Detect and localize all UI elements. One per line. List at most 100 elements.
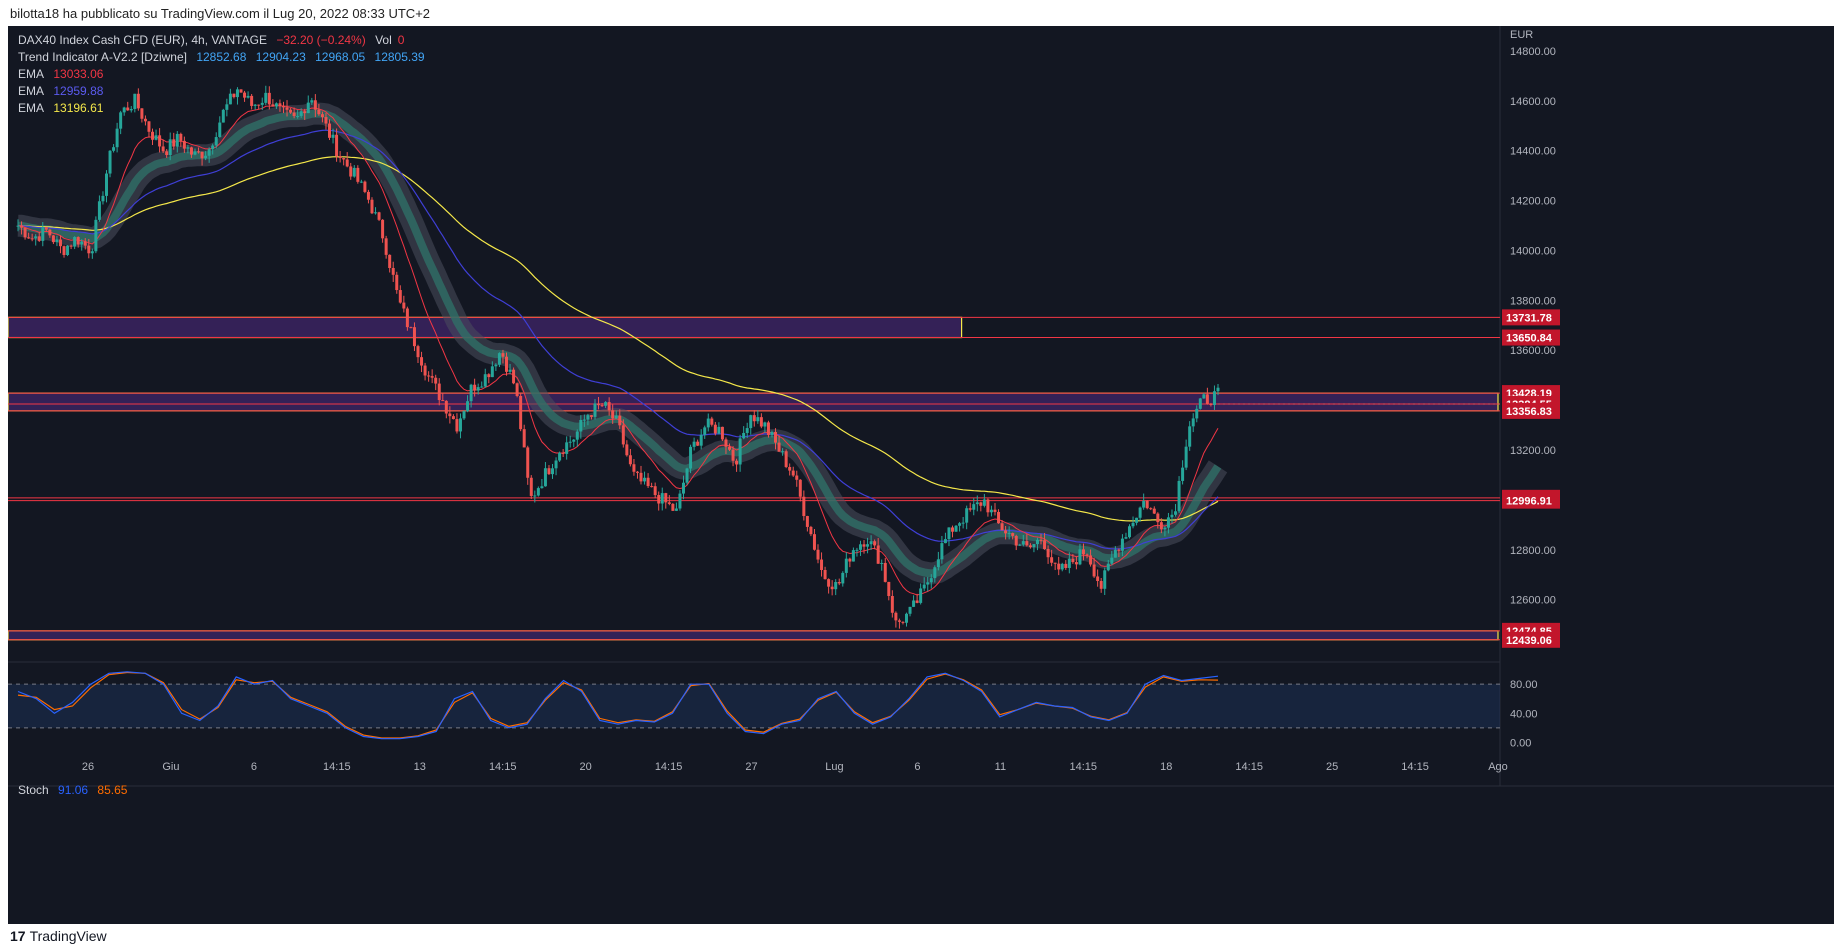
symbol-title[interactable]: DAX40 Index Cash CFD (EUR), 4h, VANTAGE (18, 33, 267, 47)
candle-body (58, 239, 62, 247)
candle-body (299, 111, 303, 116)
candle-body (901, 621, 905, 623)
trend-value-2: 12904.23 (255, 50, 306, 64)
currency-label: EUR (1510, 29, 1533, 41)
level-label: 12996.91 (1506, 496, 1552, 508)
candle-body (579, 419, 583, 432)
candle-body (731, 449, 735, 461)
price-chart[interactable]: 12600.0012800.0013000.0013200.0013400.00… (8, 26, 1834, 924)
candle-body (23, 227, 27, 238)
candle-body (912, 600, 916, 607)
candle-body (526, 447, 530, 478)
candle-body (554, 460, 558, 469)
stoch-label[interactable]: Stoch (18, 783, 49, 797)
candle-body (558, 452, 562, 461)
candle-body (904, 613, 908, 623)
x-tick-label: 25 (1326, 761, 1338, 773)
candle-body (214, 137, 218, 146)
candle-body (423, 365, 427, 376)
footer: 17 TradingView (0, 924, 1834, 949)
candle-body (476, 387, 480, 391)
candle-body (1138, 507, 1142, 518)
candle-body (1145, 500, 1149, 509)
candle-body (119, 112, 123, 129)
ema-label[interactable]: EMA (18, 84, 45, 98)
candle-body (342, 158, 346, 160)
legend-ema-row-3: EMA 13196.61 (18, 100, 431, 117)
candle-body (1184, 446, 1188, 468)
candle-body (643, 477, 647, 482)
candle-body (735, 460, 739, 465)
candle-body (112, 147, 116, 151)
legend-trend-row: Trend Indicator A-V2.2 [Dziwne] 12852.68… (18, 49, 431, 66)
candle-body (1163, 527, 1167, 530)
candle-body (565, 442, 569, 454)
candle-body (812, 534, 816, 550)
y-tick-label: 12600.00 (1510, 595, 1556, 607)
candle-body (66, 245, 70, 256)
candle-body (1135, 517, 1139, 523)
candle-body (374, 212, 378, 214)
candle-body (759, 417, 763, 427)
candle-body (328, 123, 332, 138)
candle-body (1212, 391, 1216, 405)
candle-body (1174, 511, 1178, 515)
candle-body (1128, 526, 1132, 538)
candle-body (221, 109, 225, 123)
legend-ema-row-2: EMA 12959.88 (18, 83, 431, 100)
ema-label[interactable]: EMA (18, 101, 45, 115)
candle-body (281, 106, 285, 108)
candle-body (44, 227, 48, 230)
candle-body (165, 151, 169, 156)
candle-body (158, 135, 162, 147)
candle-body (381, 219, 385, 239)
ema-label[interactable]: EMA (18, 67, 45, 81)
stoch-tick-label: 0.00 (1510, 737, 1531, 749)
trend-indicator-label[interactable]: Trend Indicator A-V2.2 [Dziwne] (18, 50, 187, 64)
candle-body (777, 442, 781, 452)
candle-body (356, 167, 360, 182)
candle-body (1050, 557, 1054, 563)
candle-body (897, 620, 901, 622)
candle-body (466, 401, 470, 412)
candle-body (699, 434, 703, 446)
candle-body (1103, 570, 1107, 589)
candle-body (823, 569, 827, 580)
candle-body (692, 441, 696, 447)
candle-body (738, 438, 742, 465)
candle-body (1142, 500, 1146, 508)
ema-red-line (17, 105, 1219, 596)
candle-body (922, 584, 926, 589)
candle-body (182, 140, 186, 149)
candle-body (798, 479, 802, 497)
trend-value-3: 12968.05 (315, 50, 366, 64)
candle-body (1096, 576, 1100, 582)
candle-body (69, 245, 73, 247)
candle-body (388, 254, 392, 269)
candle-body (667, 502, 671, 504)
tradingview-logo[interactable]: 17 TradingView (10, 928, 107, 944)
x-tick-label: 26 (82, 761, 94, 773)
candle-body (370, 199, 374, 214)
candle-body (430, 376, 434, 378)
candle-body (1152, 508, 1156, 514)
candle-body (83, 241, 87, 246)
candle-body (720, 426, 724, 440)
candle-body (1209, 403, 1213, 405)
level-label: 13356.83 (1506, 406, 1552, 418)
candle-body (763, 422, 767, 427)
chart-area[interactable]: 12600.0012800.0013000.0013200.0013400.00… (8, 26, 1834, 924)
candle-body (207, 149, 211, 156)
candle-body (501, 353, 505, 357)
level-label-bg (1502, 329, 1560, 346)
stoch-band (8, 684, 1500, 728)
candle-body (1092, 564, 1096, 577)
candle-body (1053, 562, 1057, 564)
candle-body (929, 578, 933, 583)
candle-body (997, 511, 1001, 524)
candle-body (313, 100, 317, 110)
candle-body (568, 441, 572, 443)
candle-body (1177, 480, 1181, 512)
candle-body (73, 237, 77, 247)
change-value: −32.20 (−0.24%) (276, 33, 366, 47)
